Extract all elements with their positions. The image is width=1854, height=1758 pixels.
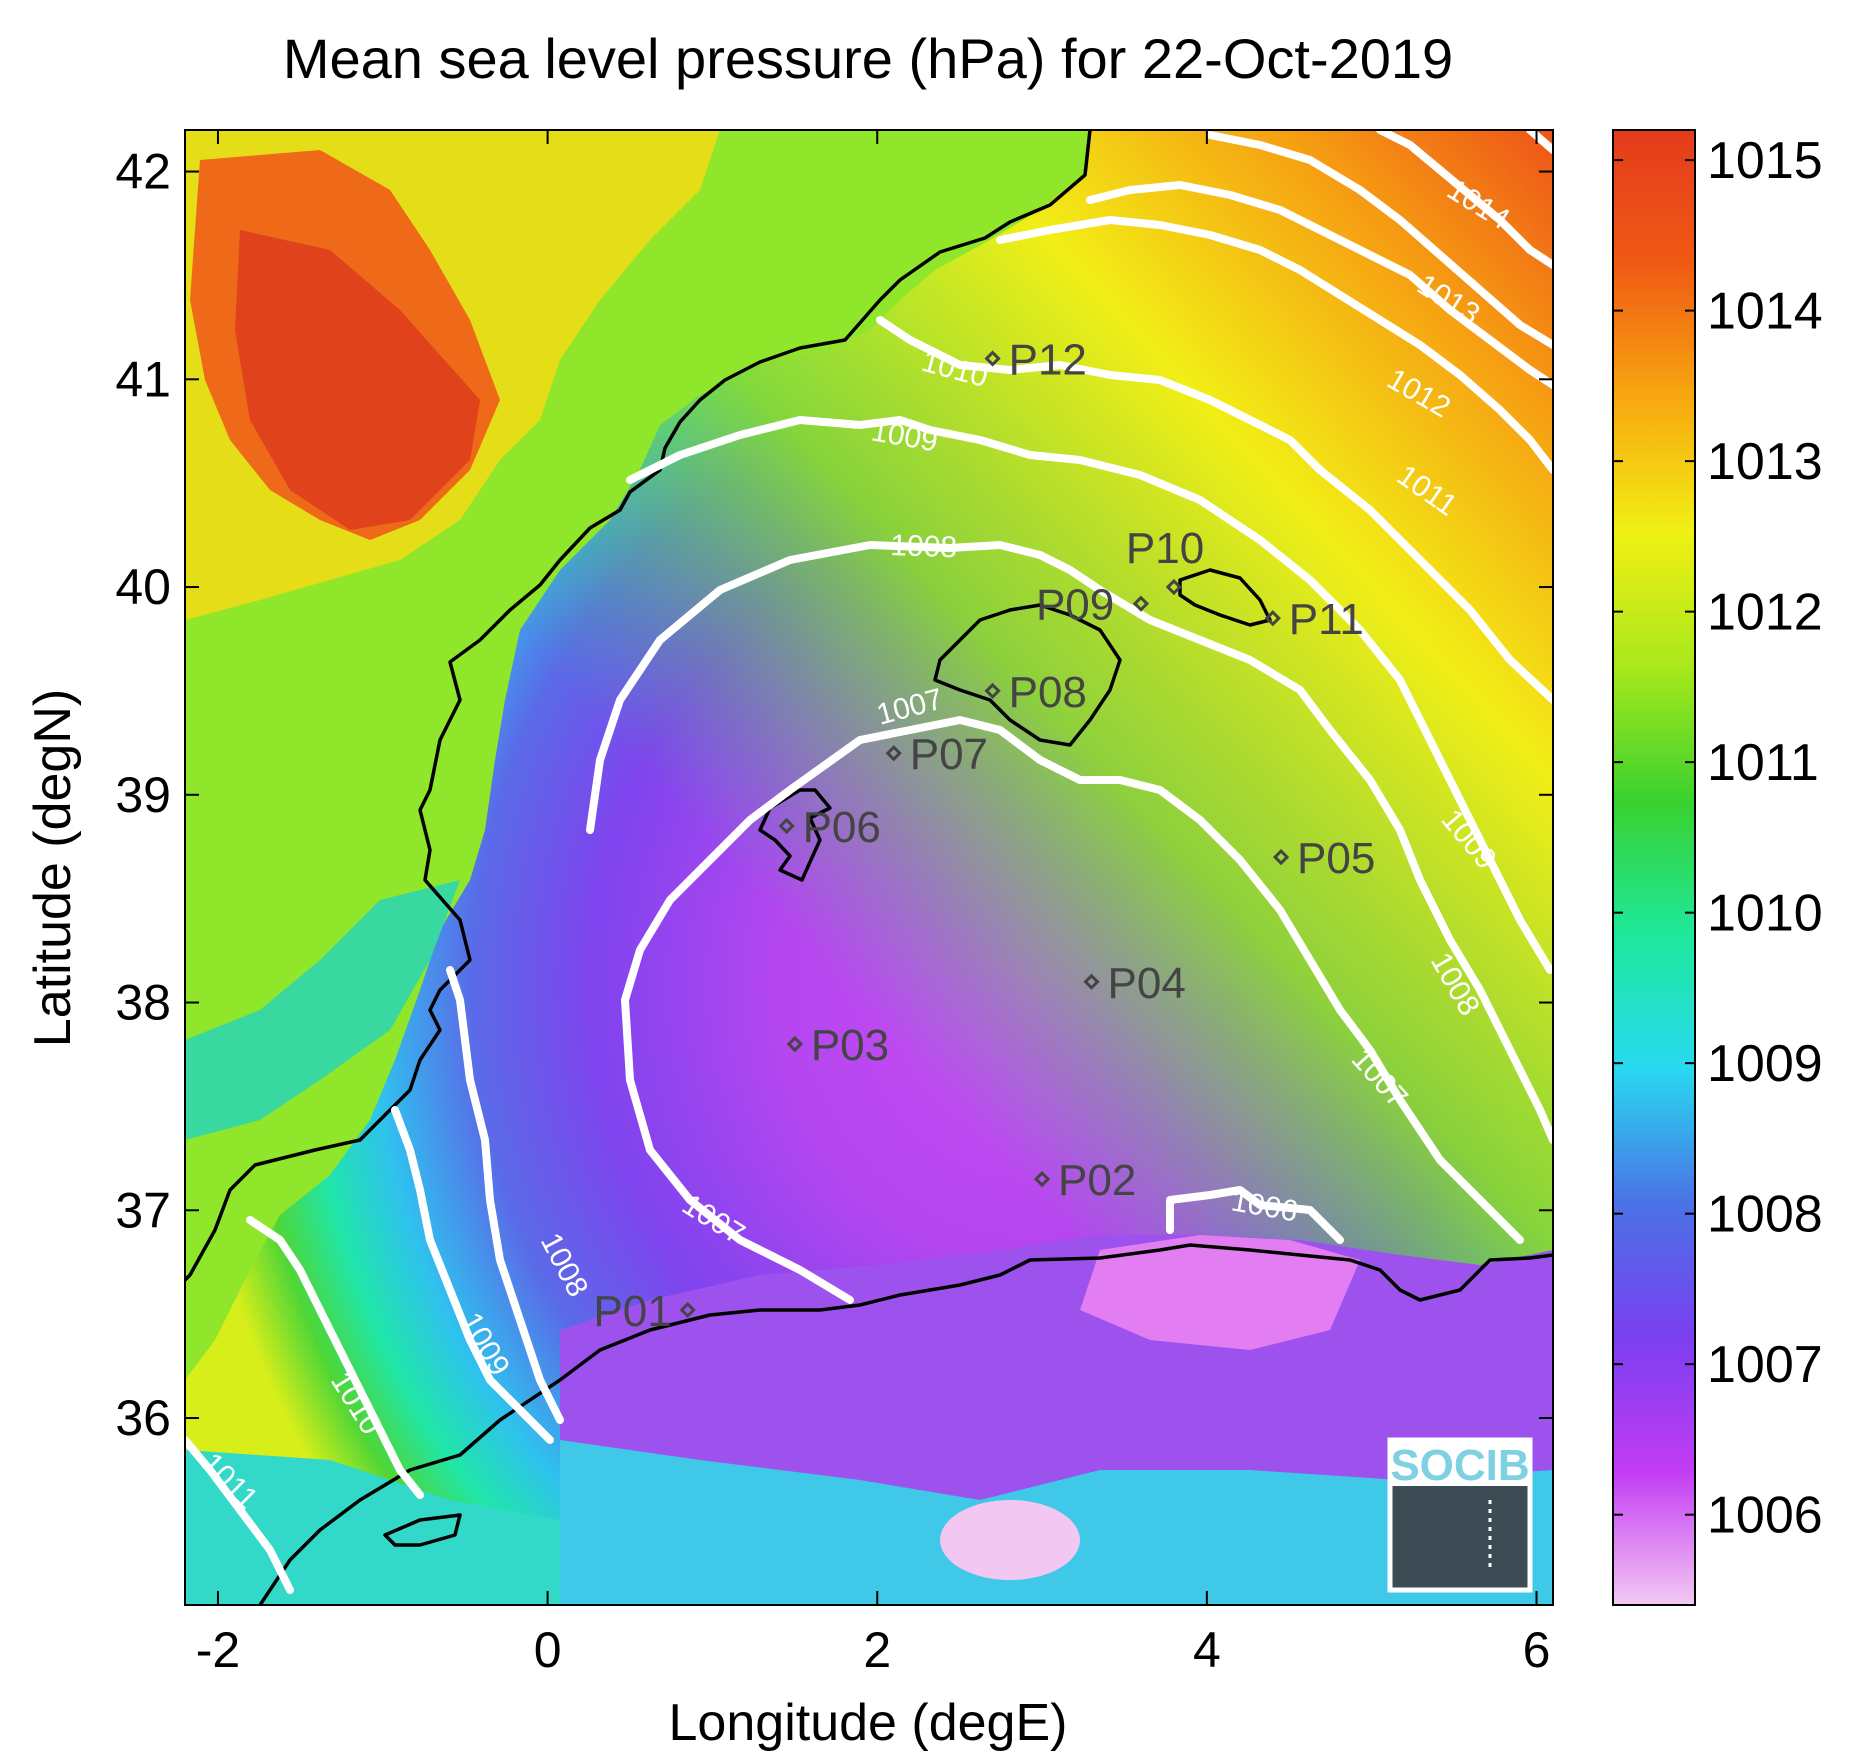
colorbar-ticks: 1006 1007 1008 1009 1010 1011 1012 1013 1014 1015 bbox=[1613, 132, 1823, 1545]
isobar-1008 bbox=[446, 541, 1553, 1424]
x-tick-label: 4 bbox=[1193, 1622, 1221, 1678]
station-marker bbox=[679, 1301, 696, 1319]
y-axis-title: Latitude (degN) bbox=[24, 689, 82, 1047]
colorbar-tick-label: 1015 bbox=[1707, 132, 1823, 190]
land-north-africa-lowspot bbox=[940, 1500, 1080, 1580]
island-menorca bbox=[1178, 568, 1272, 627]
colorbar-tick-label: 1013 bbox=[1707, 433, 1823, 491]
island-alboran bbox=[383, 1513, 462, 1547]
isobar-1006 bbox=[1166, 1186, 1344, 1244]
x-tick-label: -2 bbox=[196, 1622, 240, 1678]
contour-label: 1008 bbox=[890, 529, 958, 564]
colorbar-tick-label: 1006 bbox=[1707, 1487, 1823, 1545]
land-iberia-peaks bbox=[235, 230, 480, 530]
station-marker bbox=[1132, 595, 1150, 612]
station-marker bbox=[984, 350, 1001, 367]
station-label: P05 bbox=[1297, 834, 1375, 883]
colorbar-tick-label: 1014 bbox=[1707, 283, 1823, 341]
coastline-north-africa bbox=[258, 1243, 1553, 1605]
isobar-1013 bbox=[1206, 131, 1553, 349]
station-label: P06 bbox=[803, 803, 881, 852]
y-tick-label: 41 bbox=[115, 351, 171, 407]
station-label: P09 bbox=[1036, 581, 1114, 630]
map-area: 1006 1007 1007 1007 1008 1008 1008 1009 … bbox=[185, 130, 1553, 1605]
x-axis-title: Longitude (degE) bbox=[669, 1694, 1068, 1752]
station-label: P08 bbox=[1009, 668, 1087, 717]
x-tick-label: 0 bbox=[534, 1622, 562, 1678]
coastline-iberia bbox=[185, 130, 1092, 1282]
isobar-1014 bbox=[1376, 130, 1553, 269]
plot-frame bbox=[184, 129, 1554, 1606]
station-marker bbox=[1083, 973, 1100, 990]
x-tick-label: 2 bbox=[863, 1622, 891, 1678]
colorbar-tick-label: 1007 bbox=[1707, 1336, 1823, 1394]
isobar-1015 bbox=[1526, 130, 1553, 154]
station-marker bbox=[1272, 848, 1290, 866]
y-axis-ticks: 36 37 38 39 40 41 42 bbox=[115, 144, 1553, 1446]
land-north-africa-coast bbox=[1080, 1235, 1360, 1350]
island-ibiza bbox=[758, 788, 832, 882]
land-iberia-southeast bbox=[185, 880, 460, 1140]
station-label: P12 bbox=[1009, 336, 1087, 385]
colorbar bbox=[1612, 129, 1696, 1606]
station-label: P02 bbox=[1058, 1156, 1136, 1205]
station-label: P10 bbox=[1126, 524, 1204, 573]
y-tick-label: 36 bbox=[115, 1390, 171, 1446]
isobar-1010 bbox=[246, 316, 1553, 1499]
isobar-1012 bbox=[1086, 181, 1553, 389]
isobar-1007 bbox=[621, 716, 1524, 1304]
colorbar-tick-label: 1008 bbox=[1707, 1186, 1823, 1244]
station-label: P11 bbox=[1289, 595, 1364, 644]
x-axis-ticks: -2 0 2 4 6 bbox=[196, 130, 1551, 1678]
logo-text: SOCIB bbox=[1390, 1441, 1529, 1490]
colorbar-tick-label: 1009 bbox=[1707, 1035, 1823, 1093]
socib-logo: SOCIB bbox=[1387, 1437, 1533, 1593]
station-marker bbox=[1165, 578, 1183, 596]
station-label: P03 bbox=[811, 1021, 889, 1070]
station-marker bbox=[778, 817, 795, 835]
y-tick-label: 38 bbox=[115, 975, 171, 1031]
isobar-1009 bbox=[391, 416, 1553, 1444]
station-marker bbox=[1033, 1170, 1051, 1188]
station-marker bbox=[1264, 610, 1281, 627]
y-tick-label: 42 bbox=[115, 144, 171, 200]
x-tick-label: 6 bbox=[1523, 1622, 1551, 1678]
colorbar-tick-label: 1010 bbox=[1707, 885, 1823, 943]
y-tick-label: 39 bbox=[115, 767, 171, 823]
station-label: P07 bbox=[910, 730, 988, 779]
station-marker bbox=[885, 745, 902, 762]
station-marker bbox=[984, 682, 1001, 700]
chart-title: Mean sea level pressure (hPa) for 22-Oct… bbox=[283, 27, 1453, 90]
colorbar-tick-label: 1011 bbox=[1707, 734, 1819, 792]
station-label: P01 bbox=[593, 1287, 671, 1336]
y-tick-label: 37 bbox=[115, 1182, 171, 1238]
station-label: P04 bbox=[1108, 959, 1186, 1008]
colorbar-tick-label: 1012 bbox=[1707, 584, 1823, 642]
isobar-1011 bbox=[185, 216, 1553, 1594]
island-mallorca bbox=[933, 603, 1122, 747]
station-marker bbox=[786, 1035, 803, 1053]
y-tick-label: 40 bbox=[115, 559, 171, 615]
